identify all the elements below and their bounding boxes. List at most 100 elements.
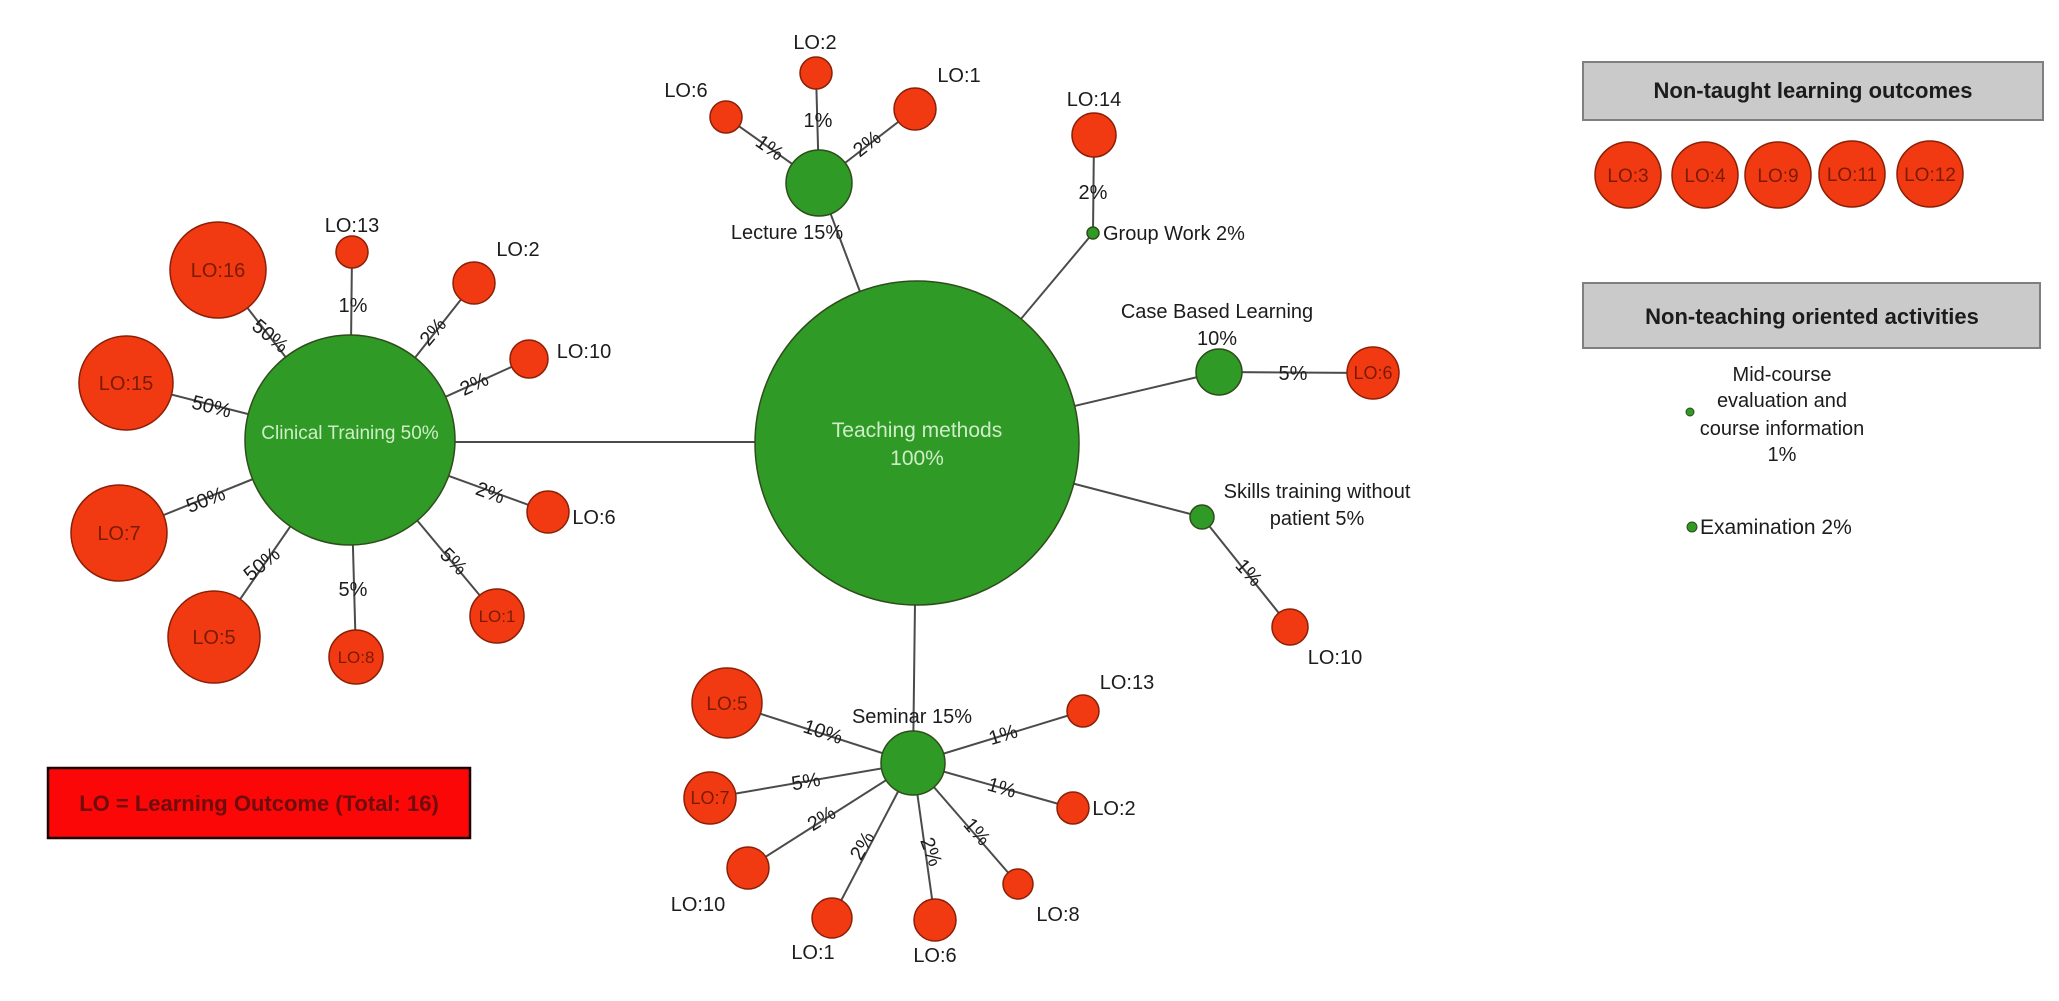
node-lo16-clinical <box>169 221 267 319</box>
diagram-label: 5% <box>339 579 368 601</box>
node-lo1-lecture <box>893 87 937 131</box>
node-skills-training <box>1189 504 1215 530</box>
diagram-label: LO:6 <box>572 507 615 529</box>
non-taught-header-box <box>1582 61 2044 121</box>
diagram-label: LO:10 <box>671 894 725 916</box>
node-seminar <box>880 730 946 796</box>
node-lo6-seminar <box>913 898 957 942</box>
diagram-label: 10% <box>800 716 845 749</box>
diagram-label: LO:7 <box>97 523 140 545</box>
diagram-label: LO:14 <box>1067 89 1121 111</box>
node-lo2-clinical <box>452 261 496 305</box>
diagram-label: LO:8 <box>1036 904 1079 926</box>
diagram-label: 1% <box>985 774 1019 803</box>
lo-legend-box <box>46 766 472 840</box>
diagram-label: LO:1 <box>791 942 834 964</box>
diagram-label: 1% <box>959 814 995 850</box>
node-lo4-legend <box>1671 141 1739 209</box>
node-lo10-skills <box>1271 608 1309 646</box>
diagram-label: patient 5% <box>1270 508 1365 530</box>
diagram-label: Case Based Learning <box>1121 301 1313 323</box>
diagram-label: LO:4 <box>1684 166 1726 187</box>
mid-course-label-line4: 1% <box>1768 444 1797 466</box>
diagram-label: LO:2 <box>496 239 539 261</box>
diagram-label: LO:13 <box>325 215 379 237</box>
node-lo10-seminar <box>726 846 770 890</box>
node-lo9-legend <box>1744 141 1812 209</box>
diagram-label: LO:5 <box>706 694 747 715</box>
non-teaching-header-box <box>1582 282 2041 349</box>
diagram-label: LO:6 <box>913 945 956 967</box>
node-lo12-legend <box>1896 140 1964 208</box>
node-lo13-seminar <box>1066 694 1100 728</box>
node-lo13-clinical <box>335 235 369 269</box>
node-lo8-clinical <box>328 629 384 685</box>
diagram-label: LO:10 <box>557 341 611 363</box>
node-lo8-seminar <box>1002 868 1034 900</box>
diagram-label: LO:6 <box>664 80 707 102</box>
diagram-label: 2% <box>804 802 840 836</box>
diagram-label: LO:8 <box>338 648 375 667</box>
diagram-label: 50% <box>240 543 285 586</box>
diagram-label: 10% <box>1197 328 1237 350</box>
node-lo6-clinical <box>526 490 570 534</box>
node-lo1-clinical <box>469 588 525 644</box>
diagram-label: 2% <box>846 828 880 864</box>
examination-dot <box>1686 521 1698 533</box>
diagram-label: 2% <box>473 478 508 509</box>
node-lo14-groupwork <box>1071 112 1117 158</box>
diagram-label: 50% <box>247 315 292 358</box>
diagram-label: LO:1 <box>937 65 980 87</box>
mid-course-label-line3: course information <box>1700 418 1865 440</box>
diagram-label: LO:5 <box>192 627 235 649</box>
node-lo10-clinical <box>509 339 549 379</box>
node-lo1-seminar <box>811 897 853 939</box>
diagram-label: LO:11 <box>1827 165 1877 186</box>
edge-line <box>1201 516 1291 628</box>
node-lo5-seminar <box>691 667 763 739</box>
diagram-label: 1% <box>339 295 368 317</box>
diagram-label: Clinical Training 50% <box>261 423 439 444</box>
mid-course-label-line2: evaluation and <box>1717 390 1847 412</box>
non-taught-header: Non-taught learning outcomes <box>1654 78 1973 103</box>
mid-course-dot <box>1685 407 1695 417</box>
diagram-label: LO:7 <box>690 788 729 808</box>
diagram-label: LO:12 <box>1904 165 1956 186</box>
node-lo7-seminar <box>683 771 737 825</box>
edge-line <box>709 762 914 799</box>
node-group-work <box>1086 226 1100 240</box>
diagram-label: LO:1 <box>479 607 516 626</box>
diagram-label: Skills training without <box>1224 481 1411 503</box>
diagram-label: LO:2 <box>793 32 836 54</box>
examination-label: Examination 2% <box>1700 516 1852 539</box>
diagram-label: LO:16 <box>191 260 245 282</box>
node-lo6-cbl <box>1346 346 1400 400</box>
diagram-label: Seminar 15% <box>852 706 972 728</box>
diagram-label: 50% <box>189 392 233 423</box>
node-lo5-clinical <box>167 590 261 684</box>
mid-course-label-line1: Mid-course <box>1733 364 1832 386</box>
diagram-label: 1% <box>804 110 833 132</box>
diagram-label: 2% <box>915 835 946 870</box>
diagram-label: LO:9 <box>1757 166 1798 187</box>
diagram-label: 100% <box>890 447 944 470</box>
diagram-label: 1% <box>751 131 787 166</box>
non-teaching-header: Non-teaching oriented activities <box>1645 304 1979 329</box>
node-lo2-lecture <box>799 56 833 90</box>
diagram-label: LO:13 <box>1100 672 1154 694</box>
node-teaching-methods <box>754 280 1080 606</box>
diagram-label: LO:3 <box>1607 166 1648 187</box>
diagram-label: LO:15 <box>99 373 153 395</box>
nodes-layer <box>70 56 1964 942</box>
diagram-label: LO:10 <box>1308 647 1362 669</box>
diagram-label: 5% <box>1279 363 1308 385</box>
diagram-label: Lecture 15% <box>731 222 844 244</box>
diagram-label: 50% <box>183 483 228 518</box>
diagram-label: Group Work 2% <box>1103 223 1245 245</box>
node-lo6-lecture <box>709 100 743 134</box>
lo-legend-label: LO = Learning Outcome (Total: 16) <box>79 791 439 816</box>
node-lo2-seminar <box>1056 791 1090 825</box>
node-lo7-clinical <box>70 484 168 582</box>
